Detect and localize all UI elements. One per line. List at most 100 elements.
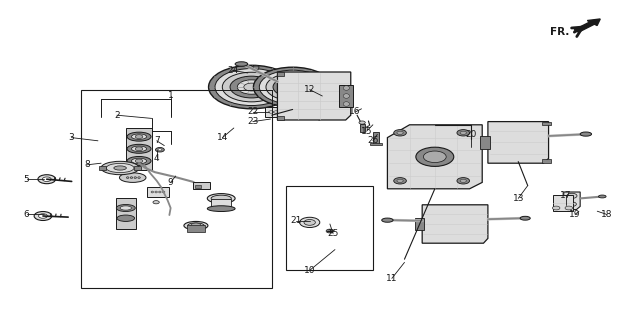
Bar (553, 195, 573, 211)
Polygon shape (488, 122, 549, 163)
Circle shape (394, 178, 406, 184)
Circle shape (274, 111, 279, 113)
Ellipse shape (106, 164, 134, 172)
Circle shape (397, 179, 403, 182)
Bar (339, 85, 353, 107)
Circle shape (304, 220, 315, 225)
Bar (286, 186, 373, 270)
Circle shape (34, 212, 52, 220)
Bar (193, 182, 210, 189)
Bar (211, 199, 231, 209)
Circle shape (460, 179, 466, 182)
Bar (360, 124, 365, 132)
Circle shape (155, 148, 164, 152)
Circle shape (135, 159, 143, 163)
Ellipse shape (343, 94, 349, 98)
Ellipse shape (134, 177, 137, 178)
Ellipse shape (188, 223, 204, 228)
Circle shape (253, 66, 259, 69)
Ellipse shape (126, 177, 129, 178)
Text: 23: 23 (247, 117, 258, 126)
Text: 26: 26 (367, 136, 379, 145)
Polygon shape (126, 128, 152, 170)
Text: 7: 7 (154, 136, 160, 145)
Circle shape (416, 147, 454, 166)
Ellipse shape (520, 216, 530, 220)
Text: 14: 14 (217, 133, 228, 142)
Ellipse shape (116, 204, 135, 212)
Text: 19: 19 (569, 210, 581, 219)
Ellipse shape (207, 194, 235, 203)
Circle shape (135, 147, 143, 151)
Text: 16: 16 (349, 108, 361, 116)
Bar (147, 187, 169, 197)
Bar (134, 166, 141, 170)
Polygon shape (564, 192, 580, 210)
Circle shape (565, 206, 573, 210)
Ellipse shape (184, 221, 208, 230)
Ellipse shape (155, 191, 157, 193)
Ellipse shape (599, 195, 606, 198)
Bar (542, 159, 551, 163)
Circle shape (238, 80, 265, 94)
Text: 6: 6 (23, 210, 30, 219)
Circle shape (215, 68, 288, 106)
Text: 24: 24 (227, 66, 238, 75)
Polygon shape (422, 205, 488, 243)
Ellipse shape (580, 132, 592, 136)
Ellipse shape (131, 146, 147, 151)
Circle shape (135, 135, 143, 139)
Text: 2: 2 (114, 111, 119, 120)
Text: 18: 18 (601, 210, 612, 219)
Circle shape (552, 206, 560, 210)
Circle shape (568, 202, 576, 206)
Ellipse shape (101, 161, 139, 175)
Ellipse shape (343, 86, 349, 90)
Circle shape (279, 111, 284, 113)
Circle shape (38, 175, 56, 184)
Ellipse shape (117, 215, 135, 221)
Text: 8: 8 (84, 160, 90, 169)
Circle shape (222, 72, 281, 102)
Text: 4: 4 (154, 154, 159, 163)
Circle shape (300, 217, 320, 228)
Ellipse shape (131, 158, 147, 164)
Circle shape (259, 70, 326, 104)
Ellipse shape (131, 134, 147, 139)
Circle shape (359, 121, 365, 124)
Circle shape (397, 131, 403, 134)
Ellipse shape (162, 191, 165, 193)
Text: 22: 22 (247, 108, 258, 116)
Circle shape (286, 84, 300, 91)
Bar (195, 185, 201, 188)
Text: 12: 12 (304, 85, 315, 94)
Ellipse shape (207, 206, 235, 212)
Circle shape (269, 111, 274, 113)
Text: 20: 20 (465, 130, 477, 139)
Text: 25: 25 (327, 229, 339, 238)
Bar (265, 107, 288, 117)
Ellipse shape (120, 206, 131, 210)
Text: 10: 10 (304, 266, 315, 275)
Circle shape (394, 130, 406, 136)
Bar (415, 218, 424, 230)
Circle shape (567, 193, 577, 198)
Ellipse shape (119, 173, 146, 182)
Ellipse shape (151, 191, 154, 193)
Text: 13: 13 (513, 194, 524, 203)
Text: 15: 15 (361, 127, 372, 136)
Ellipse shape (130, 177, 133, 178)
Circle shape (230, 76, 273, 98)
Text: 9: 9 (167, 178, 174, 187)
Ellipse shape (382, 218, 393, 222)
Text: 3: 3 (68, 133, 75, 142)
Circle shape (460, 131, 466, 134)
Circle shape (42, 177, 51, 181)
Ellipse shape (138, 177, 140, 178)
Bar (480, 136, 490, 149)
Text: 17: 17 (560, 191, 571, 200)
Bar (542, 122, 551, 125)
Polygon shape (387, 125, 482, 189)
Circle shape (39, 214, 47, 218)
Polygon shape (116, 198, 136, 229)
